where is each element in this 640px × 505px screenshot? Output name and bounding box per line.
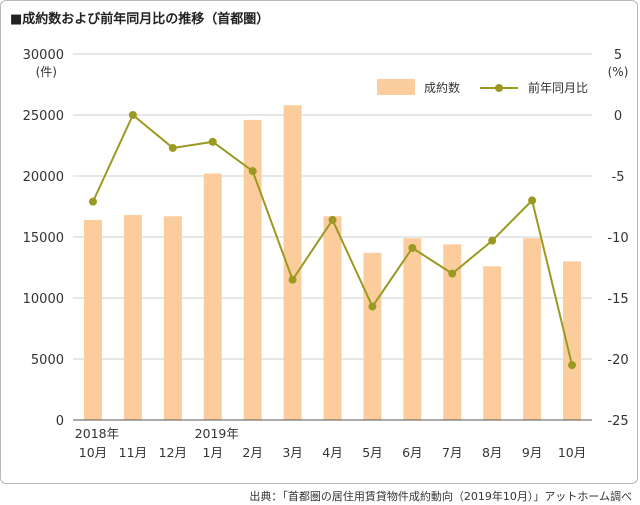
line-point xyxy=(328,215,337,224)
x-tick-label: 12月 xyxy=(159,445,187,460)
bar xyxy=(163,216,182,420)
left-tick-label: 10000 xyxy=(23,292,64,307)
x-year-label: 2018年 xyxy=(75,426,119,441)
x-tick-label: 3月 xyxy=(282,445,302,460)
legend-bar-swatch xyxy=(377,79,415,95)
right-tick-label: -25 xyxy=(607,414,628,429)
line-point xyxy=(568,361,577,370)
x-tick-label: 9月 xyxy=(522,445,542,460)
axes: 0 5000 10000 15000 20000 25000 30000 -25 -20 -15 -… xyxy=(23,48,629,460)
left-tick-label: 30000 xyxy=(23,48,64,63)
line-point xyxy=(488,236,497,245)
line-point xyxy=(128,111,137,119)
legend-bar-label: 成約数 xyxy=(424,80,460,95)
bar xyxy=(203,173,222,420)
right-tick-label: 0 xyxy=(614,109,622,124)
right-tick-label: -15 xyxy=(607,292,628,307)
bar xyxy=(483,266,502,420)
line-point xyxy=(168,143,177,152)
bar xyxy=(363,252,382,420)
x-tick-label: 10月 xyxy=(79,445,107,460)
bar xyxy=(123,215,142,420)
x-tick-label: 2月 xyxy=(242,445,262,460)
bar xyxy=(403,238,422,420)
line-point xyxy=(408,243,417,252)
right-axis-unit: (%) xyxy=(608,65,629,79)
right-tick-label: -20 xyxy=(607,353,628,368)
left-tick-label: 5000 xyxy=(31,353,64,368)
x-tick-label: 11月 xyxy=(119,445,147,460)
right-tick-label: 5 xyxy=(614,48,622,63)
line-point xyxy=(528,196,537,205)
line-point xyxy=(448,269,457,278)
line-point xyxy=(208,137,217,146)
legend-line-label: 前年同月比 xyxy=(528,80,588,95)
source-note: 出典：「首都圏の居住用賃貸物件成約動向（2019年10月）」アットホーム調べ xyxy=(249,490,632,503)
chart-title: ■成約数および前年同月比の推移（首都圏） xyxy=(10,12,270,27)
x-tick-label: 7月 xyxy=(442,445,462,460)
left-axis-unit: (件) xyxy=(36,65,57,79)
x-tick-label: 8月 xyxy=(482,445,502,460)
left-tick-label: 0 xyxy=(56,414,64,429)
x-tick-label: 1月 xyxy=(203,445,223,460)
bar-series xyxy=(83,105,582,421)
bar xyxy=(243,119,262,420)
bar xyxy=(443,244,462,420)
line-point xyxy=(88,197,97,206)
left-tick-label: 20000 xyxy=(23,170,64,185)
line-series xyxy=(88,111,577,370)
left-tick-label: 25000 xyxy=(23,109,64,124)
bar xyxy=(563,261,582,420)
x-tick-label: 10月 xyxy=(558,445,586,460)
left-tick-label: 15000 xyxy=(23,231,64,246)
x-tick-label: 5月 xyxy=(362,445,382,460)
x-tick-label: 6月 xyxy=(402,445,422,460)
legend: 成約数 前年同月比 xyxy=(377,79,588,95)
bar xyxy=(523,238,542,420)
line-point xyxy=(288,275,297,284)
right-tick-label: -10 xyxy=(607,231,628,246)
x-year-label: 2019年 xyxy=(195,426,239,441)
bar xyxy=(83,219,102,420)
line-point xyxy=(248,167,257,176)
x-tick-label: 4月 xyxy=(322,445,342,460)
bar xyxy=(283,105,302,421)
chart: 0 5000 10000 15000 20000 25000 30000 -25 -20 -15 -… xyxy=(23,48,629,460)
line-point xyxy=(368,302,377,311)
bar xyxy=(323,216,342,420)
right-tick-label: -5 xyxy=(612,170,625,185)
legend-line-marker xyxy=(495,84,503,92)
